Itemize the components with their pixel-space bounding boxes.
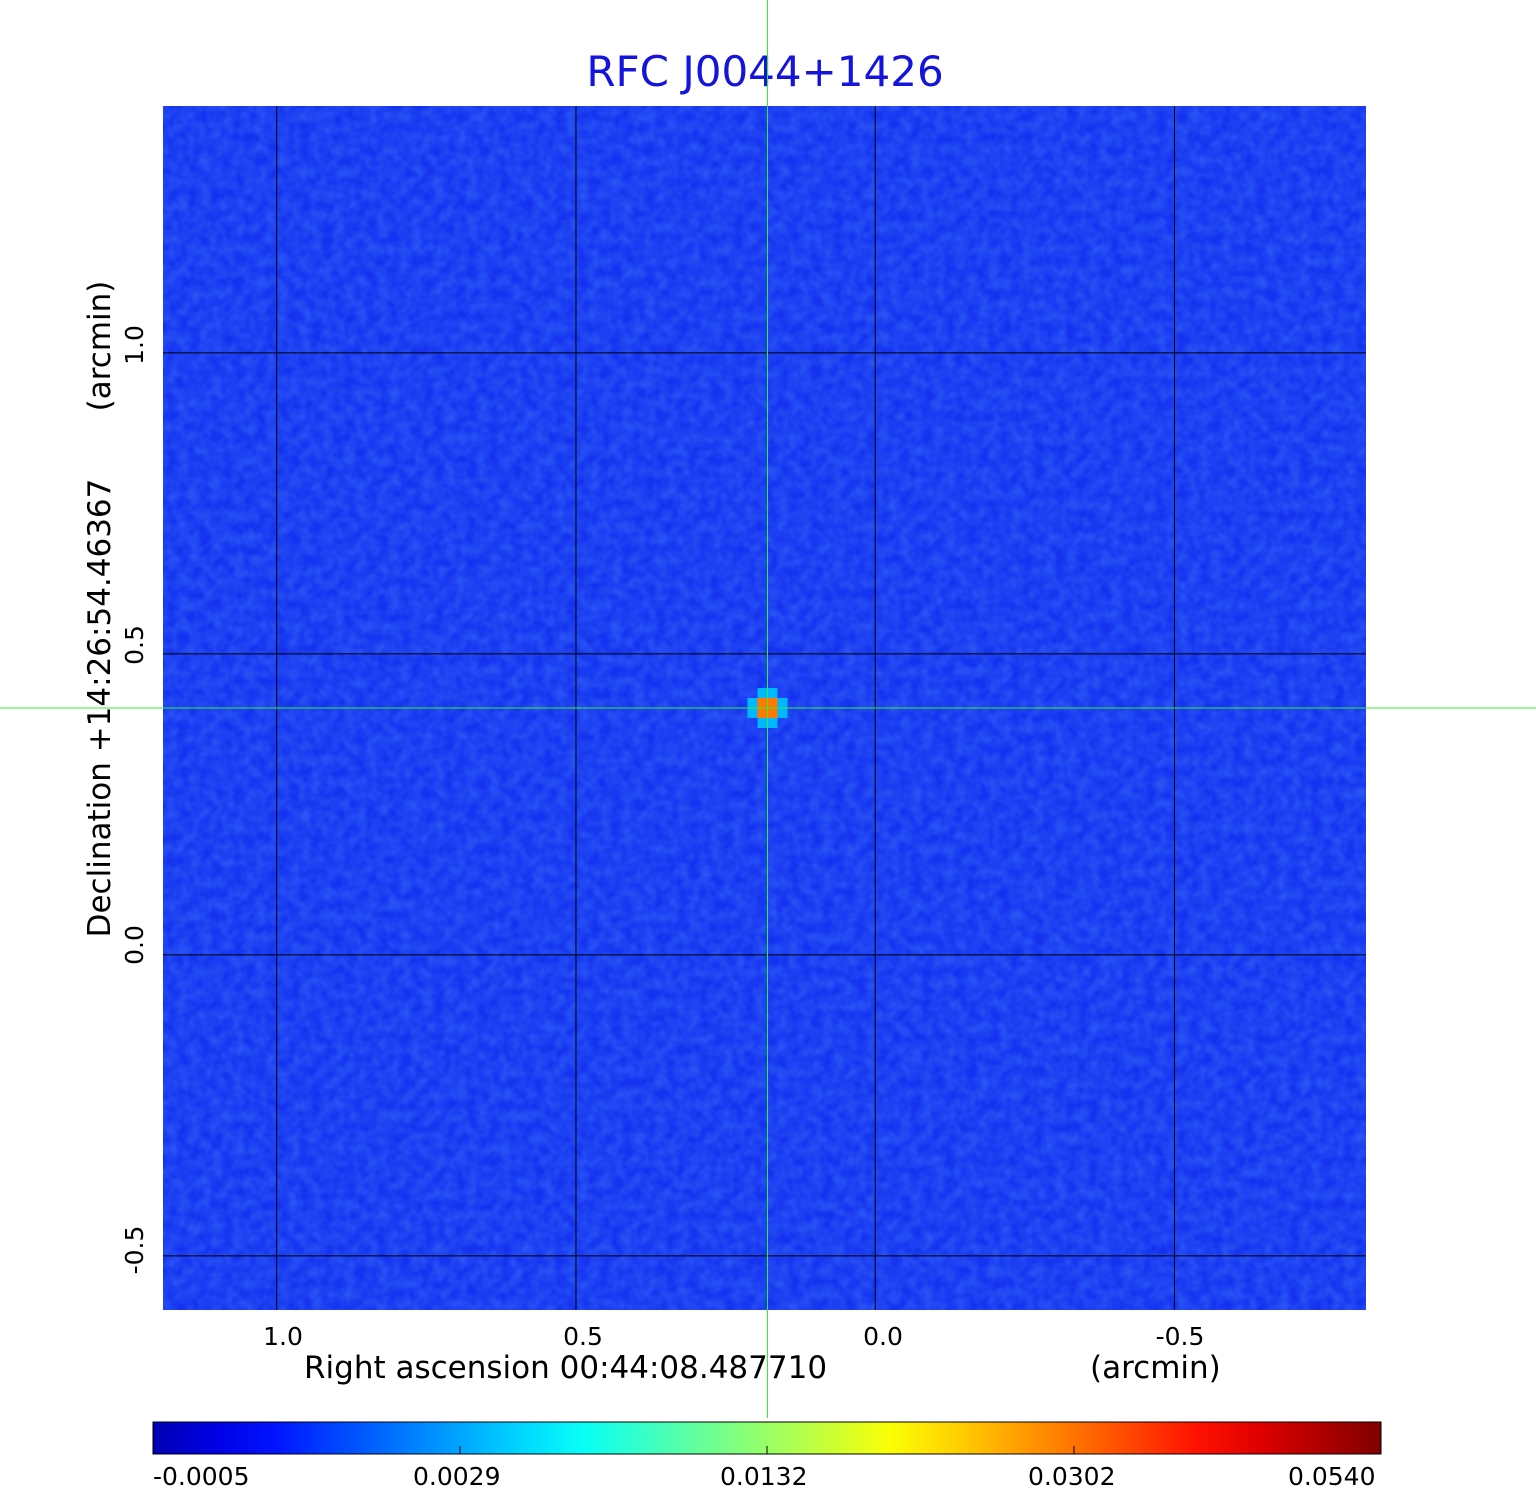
x-tick-label: 0.0 [863, 1322, 903, 1351]
colorbar-tick-label: 0.0302 [1028, 1462, 1116, 1491]
y-tick-label: 0.0 [120, 925, 149, 965]
source-pixel [777, 698, 788, 708]
x-tick-label: -0.5 [1155, 1322, 1205, 1351]
source-pixel [767, 708, 778, 718]
x-axis-label: Right ascension 00:44:08.487710 [304, 1350, 828, 1386]
y-tick-label: 0.5 [120, 625, 149, 665]
colorbar-tick-label: 0.0029 [413, 1462, 501, 1491]
x-axis-unit: (arcmin) [1090, 1350, 1221, 1386]
source-pixel [757, 718, 768, 728]
colorbar-tick-label: 0.0132 [720, 1462, 808, 1491]
source-pixel [757, 698, 768, 708]
colorbar-tick-label: -0.0005 [153, 1462, 250, 1491]
peak-source [747, 688, 788, 728]
source-pixel [747, 698, 758, 708]
colorbar-tick-label: 0.0540 [1288, 1462, 1376, 1491]
y-axis-label: Declination +14:26:54.46367 [82, 478, 118, 938]
source-pixel [747, 708, 758, 718]
source-pixel [767, 688, 778, 698]
chart-title: RFC J0044+1426 [586, 47, 944, 96]
x-tick-label: 0.5 [563, 1322, 603, 1351]
x-tick-label: 1.0 [263, 1322, 303, 1351]
source-pixel [767, 718, 778, 728]
source-pixel [757, 688, 768, 698]
source-pixel [757, 708, 768, 718]
y-tick-label: -0.5 [120, 1225, 149, 1275]
source-pixel [777, 708, 788, 718]
y-axis-unit: (arcmin) [82, 280, 118, 412]
source-pixel [767, 698, 778, 708]
y-tick-label: 1.0 [120, 325, 149, 365]
